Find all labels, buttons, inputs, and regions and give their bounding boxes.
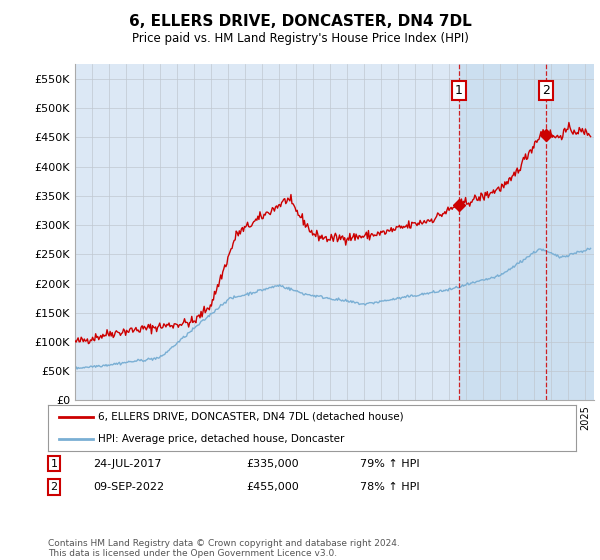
Text: £335,000: £335,000: [246, 459, 299, 469]
Bar: [459, 64, 546, 400]
Text: 6, ELLERS DRIVE, DONCASTER, DN4 7DL (detached house): 6, ELLERS DRIVE, DONCASTER, DN4 7DL (det…: [98, 412, 404, 422]
Text: 2: 2: [50, 482, 58, 492]
Text: 78% ↑ HPI: 78% ↑ HPI: [360, 482, 419, 492]
Text: HPI: Average price, detached house, Doncaster: HPI: Average price, detached house, Donc…: [98, 434, 344, 444]
Bar: [546, 64, 594, 400]
Text: Price paid vs. HM Land Registry's House Price Index (HPI): Price paid vs. HM Land Registry's House …: [131, 32, 469, 45]
Text: 1: 1: [455, 84, 463, 97]
Text: 2: 2: [542, 84, 550, 97]
Text: 24-JUL-2017: 24-JUL-2017: [93, 459, 161, 469]
Text: Contains HM Land Registry data © Crown copyright and database right 2024.
This d: Contains HM Land Registry data © Crown c…: [48, 539, 400, 558]
Text: 79% ↑ HPI: 79% ↑ HPI: [360, 459, 419, 469]
Text: 6, ELLERS DRIVE, DONCASTER, DN4 7DL: 6, ELLERS DRIVE, DONCASTER, DN4 7DL: [128, 14, 472, 29]
Text: £455,000: £455,000: [246, 482, 299, 492]
Text: 1: 1: [50, 459, 58, 469]
Text: 09-SEP-2022: 09-SEP-2022: [93, 482, 164, 492]
